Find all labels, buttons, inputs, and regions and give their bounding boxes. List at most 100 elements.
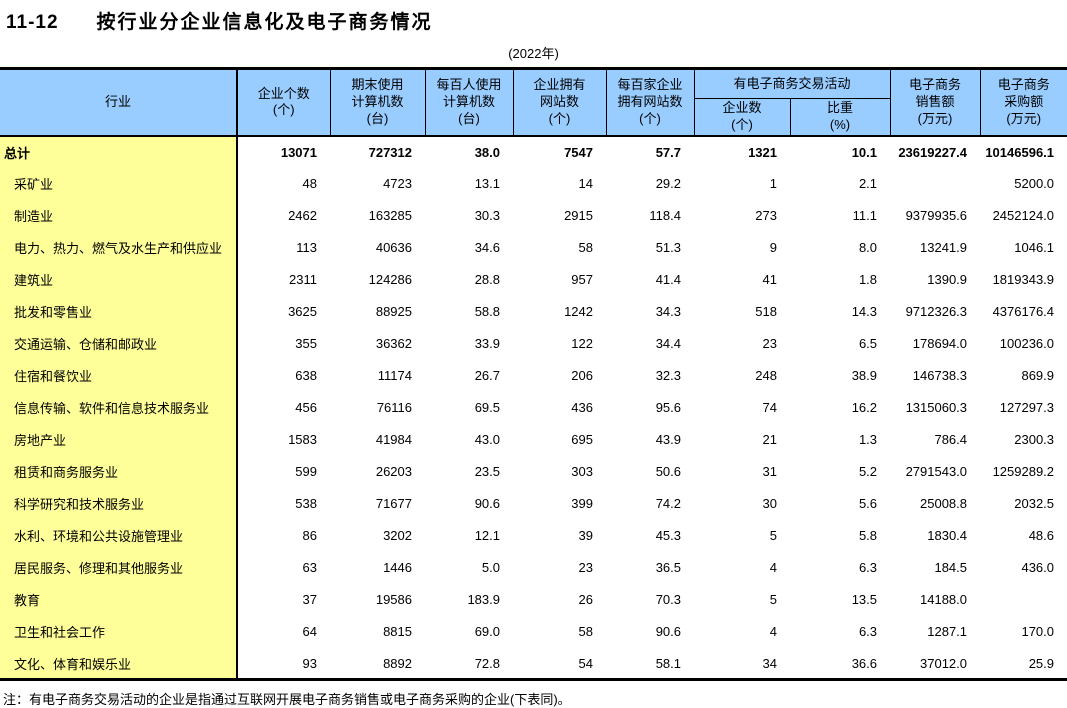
value-cell: 5.2: [858, 464, 878, 480]
value-cell: 695: [571, 432, 593, 448]
value-cell: 1242: [564, 304, 593, 320]
value-cell: 37: [302, 592, 317, 608]
industry-cell: 批发和零售业: [0, 295, 238, 328]
value-cell: 71677: [375, 496, 412, 512]
value-cell: 5200.0: [1014, 176, 1055, 192]
table-number: 11-12: [6, 12, 59, 33]
value-cell: 6.3: [858, 624, 878, 640]
value-cell: [980, 584, 1067, 616]
value-cell: 26.7: [474, 368, 500, 384]
value-cell: 76116: [376, 400, 412, 416]
table-row: 租赁和商务服务业 599 26203 23.5 303 50.6 31 5.2 2791543.…: [0, 455, 1067, 488]
value-cell: 69.5: [474, 400, 500, 416]
header-websites: 企业拥有 网站数 (个): [512, 68, 607, 137]
industry-cell: 房地产业: [0, 423, 238, 456]
value-cell: 38.0: [474, 144, 500, 160]
value-cell: 23619227.4: [898, 144, 968, 160]
value-cell: 30: [762, 496, 777, 512]
value-cell: 16.2: [851, 400, 878, 416]
value-cell: 4: [769, 560, 777, 576]
value-cell: 36.6: [851, 655, 878, 671]
value-cell: 113: [296, 240, 317, 256]
value-cell: 9: [769, 240, 777, 256]
value-cell: 70.3: [655, 592, 681, 608]
table-row: 总计 13071 727312 38.0 7547 57.7 1321 10.1 2361922…: [0, 135, 1067, 168]
value-cell: 41984: [375, 432, 412, 448]
table-header: 行业 企业个数 (个) 期末使用 计算机数 (台) 每百人使用 计算机数 (台)…: [0, 68, 1067, 137]
header-computers: 期末使用 计算机数 (台): [329, 68, 426, 137]
industry-cell: 教育: [0, 583, 238, 616]
value-cell: 64: [302, 624, 317, 640]
value-cell: 63: [302, 560, 317, 576]
value-cell: 34: [762, 655, 777, 671]
value-cell: 21: [762, 432, 777, 448]
value-cell: 2462: [288, 208, 317, 224]
footnote: 注：有电子商务交易活动的企业是指通过互联网开展电子商务销售或电子商务采购的企业(…: [3, 692, 571, 708]
value-cell: 1321: [748, 144, 777, 160]
value-cell: 12.1: [474, 528, 500, 544]
industry-cell: 文化、体育和娱乐业: [0, 647, 238, 680]
header-enterprise-count: 企业个数 (个): [236, 68, 331, 137]
value-cell: 43.9: [655, 432, 681, 448]
value-cell: 10146596.1: [985, 144, 1055, 160]
table-row: 科学研究和技术服务业 538 71677 90.6 399 74.2 30 5.6 25008.…: [0, 487, 1067, 520]
table-row: 采矿业 48 4723 13.1 14 29.2 1 2.1 5200.0: [0, 167, 1067, 200]
value-cell: 72.8: [474, 655, 500, 671]
value-cell: 41: [762, 272, 777, 288]
value-cell: 4723: [383, 176, 412, 192]
header-computers-per-100: 每百人使用 计算机数 (台): [424, 68, 514, 137]
value-cell: 69.0: [474, 624, 500, 640]
value-cell: 183.9: [467, 592, 500, 608]
table-title: 按行业分企业信息化及电子商务情况: [96, 12, 433, 33]
table-row: 交通运输、仓储和邮政业 355 36362 33.9 122 34.4 23 6.5 17869…: [0, 327, 1067, 360]
value-cell: 184.5: [934, 560, 968, 576]
value-cell: 5.6: [858, 496, 878, 512]
value-cell: 5: [769, 592, 777, 608]
value-cell: 1390.9: [927, 272, 968, 288]
value-cell: 54: [578, 655, 593, 671]
value-cell: 2.1: [858, 176, 878, 192]
header-ecommerce-enterprise-count: 企业数 (个): [694, 98, 791, 137]
value-cell: 5: [769, 528, 777, 544]
table-row: 居民服务、修理和其他服务业 63 1446 5.0 23 36.5 4 6.3 184.5 436…: [0, 551, 1067, 584]
value-cell: 14: [578, 176, 593, 192]
value-cell: 26: [578, 592, 593, 608]
value-cell: 58: [578, 624, 593, 640]
value-cell: 51.3: [655, 240, 681, 256]
industry-cell: 科学研究和技术服务业: [0, 487, 238, 520]
value-cell: 26203: [375, 464, 412, 480]
value-cell: 48.6: [1028, 528, 1055, 544]
table-body: 总计 13071 727312 38.0 7547 57.7 1321 10.1 2361922…: [0, 135, 1067, 680]
value-cell: 23: [578, 560, 593, 576]
industry-cell: 交通运输、仓储和邮政业: [0, 327, 238, 360]
header-ecommerce-share: 比重 (%): [789, 98, 891, 137]
industry-cell: 建筑业: [0, 263, 238, 296]
industry-cell: 采矿业: [0, 167, 238, 200]
industry-cell: 总计: [0, 135, 238, 168]
value-cell: 14.3: [851, 304, 878, 320]
value-cell: 1315060.3: [905, 400, 968, 416]
value-cell: 2300.3: [1014, 432, 1055, 448]
value-cell: 9712326.3: [905, 304, 968, 320]
value-cell: 957: [571, 272, 593, 288]
value-cell: 2311: [289, 272, 317, 288]
value-cell: 8892: [383, 655, 412, 671]
value-cell: 13241.9: [920, 240, 968, 256]
value-cell: 355: [295, 336, 317, 352]
value-cell: 58.1: [655, 655, 681, 671]
table-row: 水利、环境和公共设施管理业 86 3202 12.1 39 45.3 5 5.8 1830.4 4…: [0, 519, 1067, 552]
value-cell: 146738.3: [912, 368, 968, 384]
value-cell: 124286: [368, 272, 412, 288]
table-row: 建筑业 2311 124286 28.8 957 41.4 41 1.8 1390.9 18193…: [0, 263, 1067, 296]
value-cell: 456: [295, 400, 317, 416]
value-cell: 10.1: [851, 144, 878, 160]
value-cell: 34.3: [655, 304, 681, 320]
value-cell: 57.7: [655, 144, 681, 160]
value-cell: 8.0: [858, 240, 878, 256]
value-cell: 518: [755, 304, 777, 320]
value-cell: 13.1: [474, 176, 500, 192]
value-cell: 25008.8: [920, 496, 968, 512]
value-cell: 28.8: [474, 272, 500, 288]
value-cell: 638: [295, 368, 317, 384]
value-cell: 100236.0: [999, 336, 1055, 352]
